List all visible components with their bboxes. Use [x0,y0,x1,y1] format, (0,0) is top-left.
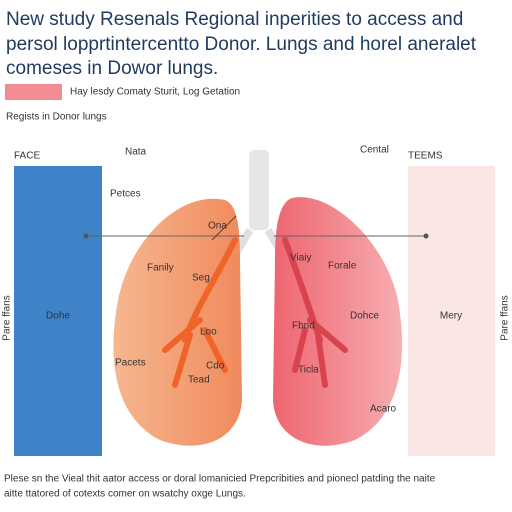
panel-label: Dohe [46,311,70,322]
lung-label: Ona [208,221,227,232]
left-lung [113,198,242,446]
pointer-label: Petces [110,189,141,200]
connector-dot [423,233,429,239]
right-airway [282,237,348,388]
right-lung [273,197,403,446]
title-line: comeses in Dowor lungs. [6,58,218,79]
panel-header: FACE [14,151,40,162]
panel-header: TEEMS [408,151,443,162]
panel-label: Mery [440,311,462,322]
footer-line: aitte ttatored of cotexts comer on wsatc… [4,489,246,500]
footer-line: Plese sn the Vieal thit aator access or … [4,474,436,485]
lung-label: Viaiy [290,253,312,264]
legend-swatch [5,84,62,100]
top-label: Cental [360,145,389,156]
trachea [249,150,269,230]
lung-label: Ticla [298,365,319,376]
lung-label: Fbnd [292,321,315,332]
lung-label: Fanily [147,263,174,274]
lung-label: Cdo [206,361,225,372]
title-line: New study Resenals Regional inperities t… [6,9,463,30]
lung-label: Pacets [115,358,146,369]
right-panel [408,166,495,456]
top-label: Nata [125,147,147,158]
lung-label: Seg [192,273,210,284]
lung-label: Dohce [350,311,379,322]
subtitle: Regists in Donor lungs [6,112,107,123]
lung-label: Forale [328,261,357,272]
connector-dot [83,233,89,239]
left-panel [14,166,102,456]
lung-label: Acaro [370,404,397,415]
side-label: Pare ffans [500,295,511,340]
lung-label: Loo [200,327,217,338]
side-label: Pare ffans [2,295,13,340]
pointer-line [211,215,237,241]
legend-label: Hay lesdy Comaty Sturit, Log Getation [70,87,240,98]
title-line: persol lopprtintercentto Donor. Lungs an… [6,34,477,55]
lung-label: Tead [188,375,210,386]
left-airway [162,237,238,388]
